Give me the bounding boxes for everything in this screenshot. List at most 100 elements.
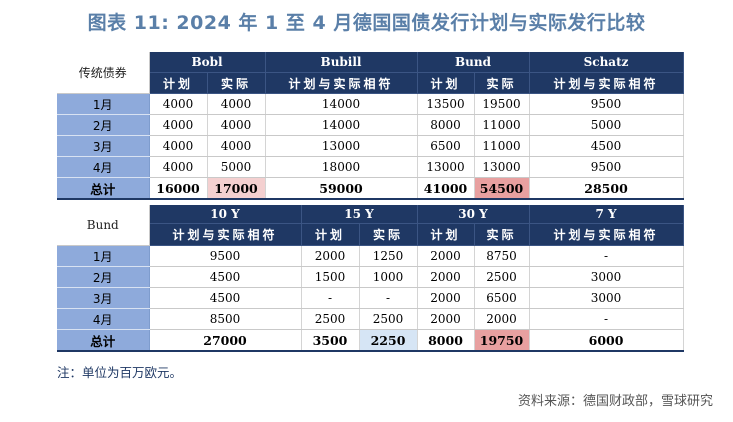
table-row: 2月 4000 4000 14000 8000 11000 5000 [57,114,684,136]
row-label: 2月 [57,114,150,136]
sub-header: 计划与实际相符 [265,72,418,94]
table-row: 4月 8500 2500 2500 2000 2000 - [57,308,684,330]
total-cell: 28500 [529,177,684,200]
table-cell: 2000 [417,287,475,309]
table-cell: 2500 [359,308,418,330]
table-cell: 18000 [265,156,418,178]
table-cell: 1000 [359,266,418,288]
table-cell: 1250 [359,245,418,267]
table-cell: 9500 [529,156,684,178]
table-cell: 2000 [417,245,475,267]
table-cell: 13000 [265,135,418,157]
sub-header: 计划 [149,72,208,94]
row-label: 4月 [57,156,150,178]
table-cell: 4000 [149,93,208,115]
table-cell: 6500 [417,135,475,157]
total-cell: 41000 [417,177,475,200]
row-label: 3月 [57,287,150,309]
table-cell: 8500 [149,308,302,330]
table-row: 1月 9500 2000 1250 2000 8750 - [57,245,684,267]
total-cell: 27000 [149,329,302,352]
sub-header: 实际 [474,223,530,246]
table-cell: - [359,287,418,309]
total-cell: 59000 [265,177,418,200]
table-cell: 3000 [529,287,684,309]
table-cell: 9500 [529,93,684,115]
table-cell: - [301,287,360,309]
table-cell: 8750 [474,245,530,267]
total-label: 总计 [57,329,150,352]
table-cell: 4500 [149,287,302,309]
table-corner-label: 传统债券 [57,52,150,94]
total-cell-highlight: 19750 [474,329,530,352]
table-cell: 2000 [417,308,475,330]
group-header: 7 Y [529,205,684,224]
total-cell: 6000 [529,329,684,352]
table-cell: 4000 [149,114,208,136]
table-cell: 14000 [265,114,418,136]
table-row: 3月 4500 - - 2000 6500 3000 [57,287,684,309]
total-row: 总计 27000 3500 2250 8000 19750 6000 [57,329,684,352]
table-cell: 2500 [474,266,530,288]
table-cell: 4000 [149,156,208,178]
total-row: 总计 16000 17000 59000 41000 54500 28500 [57,177,684,200]
total-cell: 8000 [417,329,475,352]
row-label: 1月 [57,93,150,115]
table-row: 2月 4500 1500 1000 2000 2500 3000 [57,266,684,288]
sub-header: 实际 [474,72,530,94]
unit-note: 注：单位为百万欧元。 [57,365,183,380]
page-title: 图表 11: 2024 年 1 至 4 月德国国债发行计划与实际发行比较 [87,12,646,34]
table-cell: 13500 [417,93,475,115]
table-cell: 4000 [207,93,266,115]
table-cell: 4000 [207,114,266,136]
table-cell: 2000 [417,266,475,288]
sub-header: 实际 [359,223,418,246]
table-cell: 4000 [149,135,208,157]
table-cell: 11000 [474,114,530,136]
sub-header: 计划 [417,223,475,246]
total-cell-highlight: 17000 [207,177,266,200]
row-label: 4月 [57,308,150,330]
total-cell-highlight: 54500 [474,177,530,200]
sub-header: 计划 [417,72,475,94]
table-cell: 5000 [207,156,266,178]
table-cell: 13000 [417,156,475,178]
row-label: 3月 [57,135,150,157]
table-cell: 2000 [474,308,530,330]
table-cell: 1500 [301,266,360,288]
row-label: 2月 [57,266,150,288]
table-cell: 9500 [149,245,302,267]
table-cell: 8000 [417,114,475,136]
group-header: 10 Y [149,205,302,224]
table-cell: 4500 [149,266,302,288]
table-cell: 11000 [474,135,530,157]
source-note: 资料来源：德国财政部，雪球研究 [517,394,713,409]
sub-header: 计划与实际相符 [149,223,302,246]
total-cell-highlight: 2250 [359,329,418,352]
group-header: 15 Y [301,205,418,224]
group-header: 30 Y [417,205,530,224]
sub-header: 计划与实际相符 [529,223,684,246]
table-row: 1月 4000 4000 14000 13500 19500 9500 [57,93,684,115]
table-cell: - [529,308,684,330]
sub-header: 计划 [301,223,360,246]
table-cell: 19500 [474,93,530,115]
table-cell: 13000 [474,156,530,178]
table-corner-label: Bund [57,205,150,246]
group-header: Schatz [529,52,684,73]
table-cell: 3000 [529,266,684,288]
table-cell: 4500 [529,135,684,157]
table-cell: 5000 [529,114,684,136]
total-cell: 3500 [301,329,360,352]
bund-maturity-table: Bund 10 Y 15 Y 30 Y 7 Y 计划与实际相符 计划 实际 计划… [57,205,684,352]
table-cell: 2000 [301,245,360,267]
sub-header: 实际 [207,72,266,94]
table-cell: 14000 [265,93,418,115]
group-header: Bund [417,52,530,73]
table-row: 4月 4000 5000 18000 13000 13000 9500 [57,156,684,178]
conventional-bonds-table: 传统债券 Bobl Bubill Bund Schatz 计划 实际 计划与实际… [57,52,684,200]
group-header: Bobl [149,52,266,73]
table-cell: 2500 [301,308,360,330]
group-header: Bubill [265,52,418,73]
sub-header: 计划与实际相符 [529,72,684,94]
